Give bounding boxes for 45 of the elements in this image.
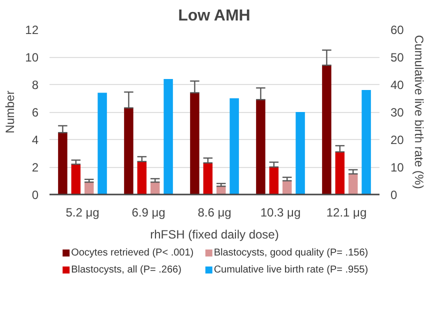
bar — [124, 108, 134, 194]
y2-tick-label: 20 — [390, 133, 404, 147]
y-tick-label: 8 — [32, 78, 39, 92]
y2-tick-label: 10 — [390, 160, 404, 174]
x-tick-label: 6.9 μg — [132, 206, 166, 220]
y-tick-label: 4 — [32, 133, 39, 147]
bar — [164, 79, 173, 194]
y2-tick-label: 30 — [390, 106, 404, 120]
y-tick-label: 0 — [32, 188, 39, 202]
y2-tick-label: 0 — [390, 188, 398, 202]
bar — [150, 182, 160, 194]
y-axis-title: Number — [3, 90, 18, 134]
legend-label: Oocytes retrieved (P< .001) — [71, 248, 194, 258]
bar — [98, 92, 107, 194]
x-tick-label: 8.6 μg — [198, 206, 232, 220]
y2-tick-label: 60 — [390, 23, 404, 37]
bar — [230, 98, 239, 194]
y-tick-label: 12 — [25, 23, 39, 37]
bar — [269, 167, 279, 194]
legend-label: Blastocysts, all (P= .266) — [71, 264, 182, 276]
legend-label: Cumulative live birth rate (P= .955) — [214, 264, 368, 276]
x-tick-label: 12.1 μg — [326, 206, 367, 220]
y-tick-label: 10 — [25, 50, 39, 64]
y2-tick-label: 50 — [390, 50, 404, 64]
y-tick-label: 6 — [32, 106, 39, 120]
bar — [84, 182, 94, 194]
bar — [203, 162, 213, 194]
bar — [322, 65, 332, 194]
legend-label: Blastocysts, good quality (P= .156) — [214, 248, 368, 258]
bar — [58, 132, 68, 194]
y-tick-label: 2 — [32, 160, 39, 174]
x-tick-label: 10.3 μg — [260, 206, 301, 220]
x-tick-label: 5.2 μg — [66, 206, 100, 220]
bar — [256, 100, 266, 194]
bar — [362, 90, 371, 194]
bar — [296, 112, 305, 194]
y2-tick-label: 40 — [390, 78, 404, 92]
bar — [137, 162, 147, 194]
y2-axis-title: Cumulative live birth rate (%) — [412, 34, 426, 190]
x-axis-title: rhFSH (fixed daily dose) — [150, 228, 279, 242]
chart-title: Low AMH — [178, 8, 250, 24]
bar — [71, 164, 81, 194]
bar — [348, 174, 358, 194]
bar — [335, 152, 345, 194]
bar — [190, 92, 200, 194]
